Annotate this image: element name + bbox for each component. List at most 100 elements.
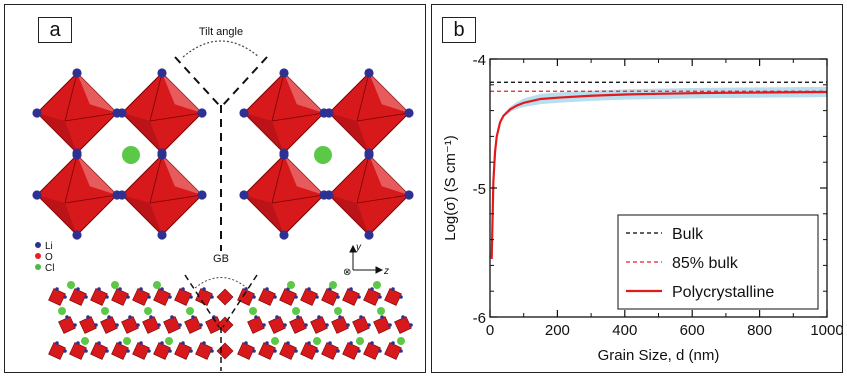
bottom-supercell-layer xyxy=(48,281,413,360)
bottom-li-atom xyxy=(118,341,122,345)
bottom-li-atom xyxy=(63,295,67,299)
bottom-li-atom xyxy=(346,323,350,327)
bottom-li-atom xyxy=(86,315,90,319)
bottom-li-atom xyxy=(307,341,311,345)
bottom-cl-atom xyxy=(186,307,194,315)
panel-a: Tilt angle GB Li O Cl y z ⊗ a xyxy=(4,4,426,373)
o-legend-label: O xyxy=(45,252,53,263)
bottom-li-atom xyxy=(307,287,311,291)
bottom-li-atom xyxy=(409,323,413,327)
y-tick-label: -5 xyxy=(473,181,486,198)
bottom-li-atom xyxy=(338,315,342,319)
li-atom xyxy=(364,230,374,240)
y-arrow-head xyxy=(349,244,357,253)
bottom-li-atom xyxy=(97,287,101,291)
li-atom xyxy=(157,230,167,240)
bottom-octahedron xyxy=(384,341,403,360)
bottom-li-atom xyxy=(210,295,214,299)
bottom-li-atom xyxy=(273,295,277,299)
octahedron xyxy=(36,154,118,236)
bottom-gb-right xyxy=(222,274,258,328)
bottom-octahedron xyxy=(163,315,182,334)
bottom-li-atom xyxy=(76,341,80,345)
bottom-li-atom xyxy=(286,341,290,345)
bottom-li-atom xyxy=(252,349,256,353)
x-tick-label: 1000 xyxy=(810,322,842,339)
bottom-cl-atom xyxy=(356,337,364,345)
series-lines-layer xyxy=(490,81,828,259)
li-legend-dot xyxy=(35,242,41,248)
bottom-cl-atom xyxy=(377,307,385,315)
li-atom xyxy=(72,68,82,78)
bottom-cl-atom xyxy=(81,337,89,345)
bottom-li-atom xyxy=(273,349,277,353)
bottom-li-atom xyxy=(336,295,340,299)
li-atom xyxy=(279,68,289,78)
bottom-li-atom xyxy=(160,287,164,291)
li-atoms-layer xyxy=(32,68,414,240)
cl-legend-label: Cl xyxy=(45,263,54,274)
bottom-li-atom xyxy=(391,341,395,345)
legend-box xyxy=(617,214,819,310)
bottom-cl-atom xyxy=(329,281,337,289)
bottom-li-atom xyxy=(63,349,67,353)
li-atom xyxy=(324,108,334,118)
li-atom xyxy=(197,108,207,118)
li-atom xyxy=(364,68,374,78)
bottom-cl-atom xyxy=(313,337,321,345)
gb-label: GB xyxy=(213,253,229,265)
legend-label: 85% bulk xyxy=(672,255,739,272)
bottom-li-atom xyxy=(97,341,101,345)
bottom-li-atom xyxy=(126,295,130,299)
li-atom xyxy=(239,190,249,200)
bottom-octahedron xyxy=(237,341,256,360)
bottom-octahedron xyxy=(321,341,340,360)
bottom-octahedron xyxy=(216,316,234,334)
li-atom xyxy=(157,150,167,160)
bottom-li-atom xyxy=(380,315,384,319)
uncertainty-band-layer xyxy=(491,86,827,260)
bottom-octahedron xyxy=(258,341,277,360)
x-axis-title: Grain Size, d (nm) xyxy=(598,347,720,364)
legend-label: Polycrystalline xyxy=(672,284,774,301)
bottom-cl-atom xyxy=(111,281,119,289)
bottom-octahedron xyxy=(363,287,382,306)
bottom-octahedron xyxy=(69,287,88,306)
bottom-octahedron xyxy=(300,287,319,306)
bottom-octahedron xyxy=(48,287,67,306)
bottom-li-atom xyxy=(84,295,88,299)
chart-legend: Bulk 85% bulk Polycrystalline xyxy=(617,214,819,310)
bottom-li-atom xyxy=(283,323,287,327)
bottom-li-atom xyxy=(202,341,206,345)
bottom-li-atom xyxy=(170,315,174,319)
bottom-li-atom xyxy=(296,315,300,319)
bottom-li-atom xyxy=(126,349,130,353)
bottom-octahedron xyxy=(132,287,151,306)
bottom-li-atom xyxy=(399,349,403,353)
li-legend-label: Li xyxy=(45,241,53,252)
polycrystalline-band xyxy=(491,86,827,260)
bottom-octahedron xyxy=(69,341,88,360)
bottom-octahedron xyxy=(111,287,130,306)
x-tick-label: 600 xyxy=(680,322,705,339)
bottom-octahedron xyxy=(195,341,214,360)
octahedron xyxy=(36,72,118,154)
bottom-li-atom xyxy=(160,341,164,345)
bottom-cl-atom xyxy=(123,337,131,345)
bottom-tilt-arc xyxy=(194,277,248,289)
li-atom xyxy=(324,190,334,200)
bottom-octahedron xyxy=(174,341,193,360)
bottom-octahedron xyxy=(111,341,130,360)
bottom-li-atom xyxy=(357,295,361,299)
conductivity-chart: 0 200 400 600 800 1000-4-5-6 Log(σ) (S cm⁻¹) … xyxy=(442,52,844,364)
bottom-octahedron xyxy=(174,287,193,306)
bottom-octahedron xyxy=(300,341,319,360)
octahedron xyxy=(121,154,203,236)
bottom-li-atom xyxy=(55,341,59,345)
bottom-li-atom xyxy=(94,323,98,327)
bottom-li-atom xyxy=(304,323,308,327)
bottom-octahedron xyxy=(142,315,161,334)
bottom-octahedron xyxy=(132,341,151,360)
bottom-li-atom xyxy=(391,287,395,291)
bottom-cl-atom xyxy=(334,307,342,315)
